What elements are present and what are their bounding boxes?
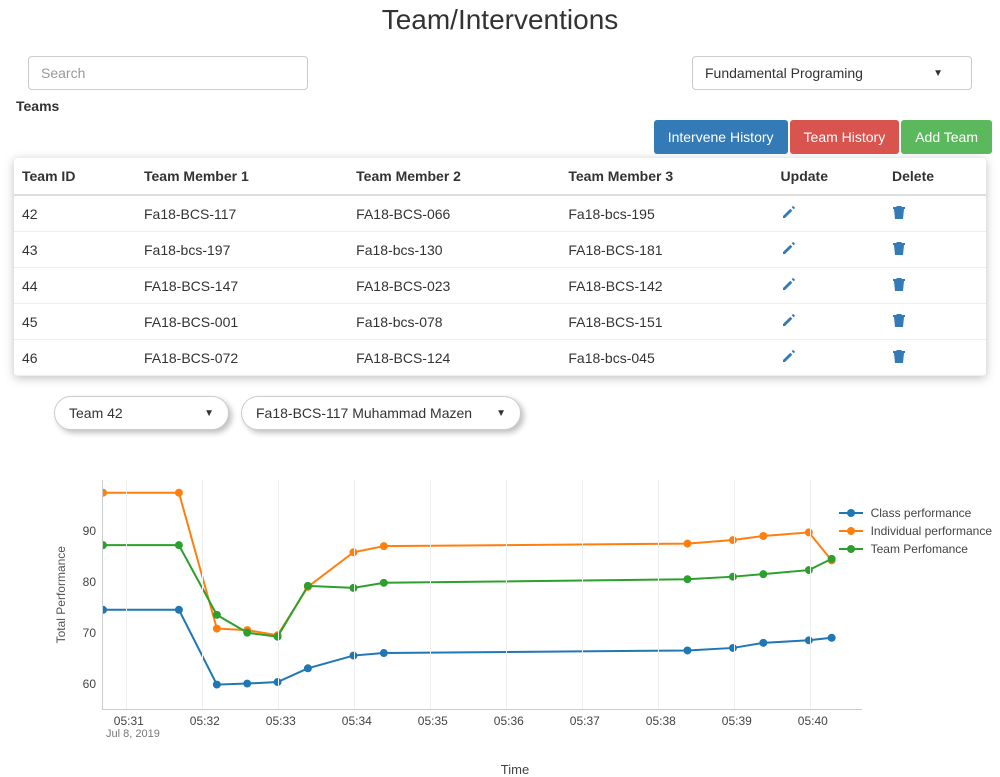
add-team-button[interactable]: Add Team	[901, 120, 992, 154]
x-tick-label: 05:35	[418, 714, 448, 728]
table-row: 42Fa18-BCS-117FA18-BCS-066Fa18-bcs-195	[14, 195, 986, 232]
table-cell: 46	[14, 340, 136, 376]
button-row: Intervene History Team History Add Team	[0, 120, 1000, 154]
intervene-history-button[interactable]: Intervene History	[654, 120, 788, 154]
delete-icon[interactable]	[892, 207, 906, 223]
x-tick-label: 05:38	[646, 714, 676, 728]
team-select[interactable]: Team 42 ▼	[54, 396, 229, 430]
edit-icon[interactable]	[781, 243, 797, 259]
table-cell: FA18-BCS-181	[560, 232, 772, 268]
edit-icon[interactable]	[781, 279, 797, 295]
chart-area: Class performanceIndividual performanceT…	[0, 450, 1000, 777]
course-select[interactable]: Fundamental Programing ▼	[692, 56, 972, 90]
team-select-value: Team 42	[69, 405, 123, 421]
delete-icon[interactable]	[892, 279, 906, 295]
table-row: 43Fa18-bcs-197Fa18-bcs-130FA18-BCS-181	[14, 232, 986, 268]
edit-icon[interactable]	[781, 315, 797, 331]
x-tick-label: 05:40	[798, 714, 828, 728]
edit-icon[interactable]	[781, 207, 797, 223]
table-cell: 42	[14, 195, 136, 232]
team-history-button[interactable]: Team History	[790, 120, 900, 154]
table-header: Delete	[884, 158, 986, 195]
x-date-label: Jul 8, 2019	[106, 728, 976, 740]
course-select-value: Fundamental Programing	[705, 65, 863, 81]
table-cell: FA18-BCS-142	[560, 268, 772, 304]
table-cell: 45	[14, 304, 136, 340]
page-title: Team/Interventions	[0, 0, 1000, 56]
table-cell: FA18-BCS-147	[136, 268, 348, 304]
x-tick-label: 05:32	[190, 714, 220, 728]
x-tick-label: 05:36	[494, 714, 524, 728]
member-select[interactable]: Fa18-BCS-117 Muhammad Mazen ▼	[241, 396, 521, 430]
top-controls: Fundamental Programing ▼	[0, 56, 1000, 98]
teams-label: Teams	[0, 98, 1000, 120]
edit-icon[interactable]	[781, 351, 797, 367]
selector-row: Team 42 ▼ Fa18-BCS-117 Muhammad Mazen ▼	[0, 396, 1000, 450]
delete-icon[interactable]	[892, 243, 906, 259]
chevron-down-icon: ▼	[204, 408, 214, 419]
x-tick-label: 05:37	[570, 714, 600, 728]
teams-table-card: Team IDTeam Member 1Team Member 2Team Me…	[14, 158, 986, 376]
table-cell: 43	[14, 232, 136, 268]
delete-icon[interactable]	[892, 315, 906, 331]
delete-icon[interactable]	[892, 351, 906, 367]
table-cell: Fa18-bcs-045	[560, 340, 772, 376]
table-row: 46FA18-BCS-072FA18-BCS-124Fa18-bcs-045	[14, 340, 986, 376]
table-header: Update	[773, 158, 884, 195]
table-cell: FA18-BCS-023	[348, 268, 560, 304]
y-ticks: 90807060	[74, 480, 102, 710]
table-cell: Fa18-bcs-197	[136, 232, 348, 268]
table-cell: FA18-BCS-072	[136, 340, 348, 376]
table-cell: Fa18-bcs-078	[348, 304, 560, 340]
table-cell: Fa18-bcs-130	[348, 232, 560, 268]
x-tick-label: 05:31	[114, 714, 144, 728]
table-header: Team ID	[14, 158, 136, 195]
table-cell: Fa18-bcs-195	[560, 195, 772, 232]
x-tick-label: 05:33	[266, 714, 296, 728]
chevron-down-icon: ▼	[496, 408, 506, 419]
table-cell: FA18-BCS-151	[560, 304, 772, 340]
table-cell: Fa18-BCS-117	[136, 195, 348, 232]
table-header: Team Member 1	[136, 158, 348, 195]
chevron-down-icon: ▼	[933, 68, 943, 79]
table-header: Team Member 2	[348, 158, 560, 195]
x-axis-label: Time	[54, 762, 976, 777]
y-axis-label: Total Performance	[54, 546, 68, 643]
teams-table: Team IDTeam Member 1Team Member 2Team Me…	[14, 158, 986, 376]
table-row: 45FA18-BCS-001Fa18-bcs-078FA18-BCS-151	[14, 304, 986, 340]
x-tick-label: 05:34	[342, 714, 372, 728]
chart-plot	[102, 480, 862, 710]
search-input[interactable]	[28, 56, 308, 90]
table-cell: 44	[14, 268, 136, 304]
table-header: Team Member 3	[560, 158, 772, 195]
x-tick-label: 05:39	[722, 714, 752, 728]
table-cell: FA18-BCS-001	[136, 304, 348, 340]
table-row: 44FA18-BCS-147FA18-BCS-023FA18-BCS-142	[14, 268, 986, 304]
table-cell: FA18-BCS-066	[348, 195, 560, 232]
table-cell: FA18-BCS-124	[348, 340, 560, 376]
member-select-value: Fa18-BCS-117 Muhammad Mazen	[256, 405, 472, 421]
